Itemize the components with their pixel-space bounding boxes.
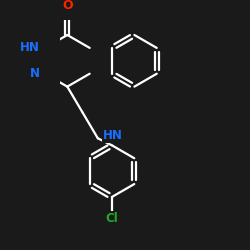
Text: O: O bbox=[62, 0, 72, 12]
Text: HN: HN bbox=[20, 42, 40, 54]
Text: N: N bbox=[30, 67, 40, 80]
Text: Cl: Cl bbox=[106, 212, 118, 224]
Text: HN: HN bbox=[102, 130, 122, 142]
